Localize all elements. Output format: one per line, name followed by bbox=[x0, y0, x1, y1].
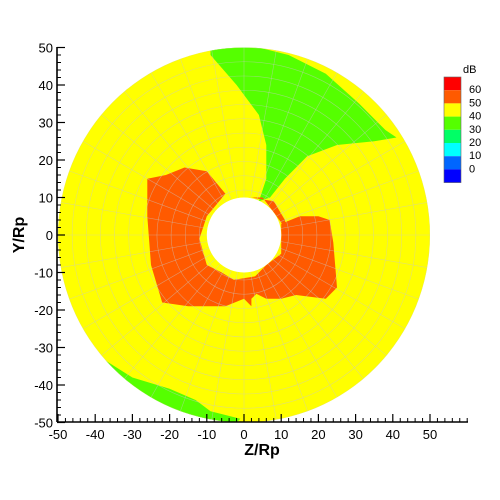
y-tick-label: 20 bbox=[39, 153, 53, 168]
legend-label: 50 bbox=[469, 97, 481, 109]
grid-spoke bbox=[60, 241, 208, 268]
grid-spoke bbox=[69, 247, 210, 300]
grid-spoke bbox=[267, 263, 364, 379]
y-tick-label: -50 bbox=[34, 416, 53, 431]
grid-spoke bbox=[60, 202, 208, 229]
x-tick-label: 10 bbox=[274, 427, 288, 442]
x-tick-label: 40 bbox=[386, 427, 400, 442]
legend-label: 60 bbox=[469, 84, 481, 96]
grid-spoke bbox=[250, 271, 277, 420]
legend-label: 0 bbox=[469, 163, 475, 175]
legend-swatch bbox=[444, 129, 461, 143]
legend-swatch bbox=[444, 169, 461, 183]
grid-spoke bbox=[256, 270, 308, 412]
grid-spoke bbox=[276, 253, 406, 330]
x-tick-label: -50 bbox=[49, 427, 68, 442]
grid-spoke bbox=[150, 72, 226, 203]
grid-spoke bbox=[180, 58, 232, 200]
grid-spoke bbox=[280, 241, 428, 268]
y-tick-label: 40 bbox=[39, 78, 53, 93]
x-axis-title: Z/Rp bbox=[244, 442, 280, 459]
grid-spoke bbox=[250, 50, 277, 199]
x-tick-label: -30 bbox=[123, 427, 142, 442]
grid-spoke bbox=[276, 140, 406, 217]
legend-swatch bbox=[444, 116, 461, 130]
legend-swatch bbox=[444, 77, 461, 91]
plot-area bbox=[58, 47, 430, 423]
grid-spoke bbox=[272, 114, 387, 212]
y-tick-label: 10 bbox=[39, 191, 53, 206]
grid-spoke bbox=[82, 253, 212, 330]
legend-title: dB bbox=[463, 64, 476, 76]
grid-spoke bbox=[124, 91, 221, 207]
y-tick-label: -10 bbox=[34, 266, 53, 281]
grid-spoke bbox=[278, 170, 419, 223]
legend-label: 20 bbox=[469, 137, 481, 149]
y-tick-label: 50 bbox=[39, 41, 53, 56]
grid-spoke bbox=[262, 72, 338, 203]
x-tick-label: -10 bbox=[197, 427, 216, 442]
grid-spoke bbox=[180, 270, 232, 412]
axes: -50 -40 -30 -20 -10 0 10 20 30 40 50 -50 -40 -30 -20 -1… bbox=[34, 41, 468, 442]
grid-spoke bbox=[278, 247, 419, 300]
x-tick-label: -20 bbox=[160, 427, 179, 442]
legend-swatch bbox=[444, 143, 461, 157]
contour-region-4 bbox=[229, 216, 337, 307]
x-tick-label: 30 bbox=[348, 427, 362, 442]
legend-label: 40 bbox=[469, 111, 481, 123]
x-tick-label: 0 bbox=[240, 427, 247, 442]
grid-spoke bbox=[150, 267, 226, 398]
legend-swatch bbox=[444, 103, 461, 117]
grid-spoke bbox=[124, 263, 221, 379]
grid-spoke bbox=[82, 140, 212, 217]
legend-label: 30 bbox=[469, 124, 481, 136]
grid-spoke bbox=[272, 258, 387, 356]
y-tick-label: 0 bbox=[46, 228, 53, 243]
grid-spoke bbox=[267, 91, 364, 207]
x-tick-label: -40 bbox=[86, 427, 105, 442]
legend-swatch bbox=[444, 90, 461, 104]
grid-spoke bbox=[101, 258, 216, 356]
x-tick-label: 20 bbox=[311, 427, 325, 442]
grid-spoke bbox=[69, 170, 210, 223]
legend-label: 10 bbox=[469, 150, 481, 162]
grid-spoke bbox=[262, 267, 338, 398]
grid-spoke bbox=[101, 114, 216, 212]
y-tick-label: 30 bbox=[39, 116, 53, 131]
y-tick-label: -30 bbox=[34, 341, 53, 356]
grid-spoke bbox=[211, 271, 238, 420]
contour-region-3 bbox=[147, 167, 319, 307]
contour-region-1 bbox=[210, 47, 397, 202]
grid-spoke bbox=[211, 50, 238, 199]
y-axis-title: Y/Rp bbox=[11, 217, 28, 254]
grid-spoke bbox=[280, 202, 428, 229]
grid-spoke bbox=[256, 58, 308, 200]
inner-hole bbox=[206, 197, 282, 273]
y-tick-label: -20 bbox=[34, 303, 53, 318]
legend-frame bbox=[443, 76, 462, 183]
legend-swatch bbox=[444, 156, 461, 170]
x-tick-label: 50 bbox=[423, 427, 437, 442]
y-tick-label: -40 bbox=[34, 378, 53, 393]
contour-region-2 bbox=[102, 358, 241, 423]
